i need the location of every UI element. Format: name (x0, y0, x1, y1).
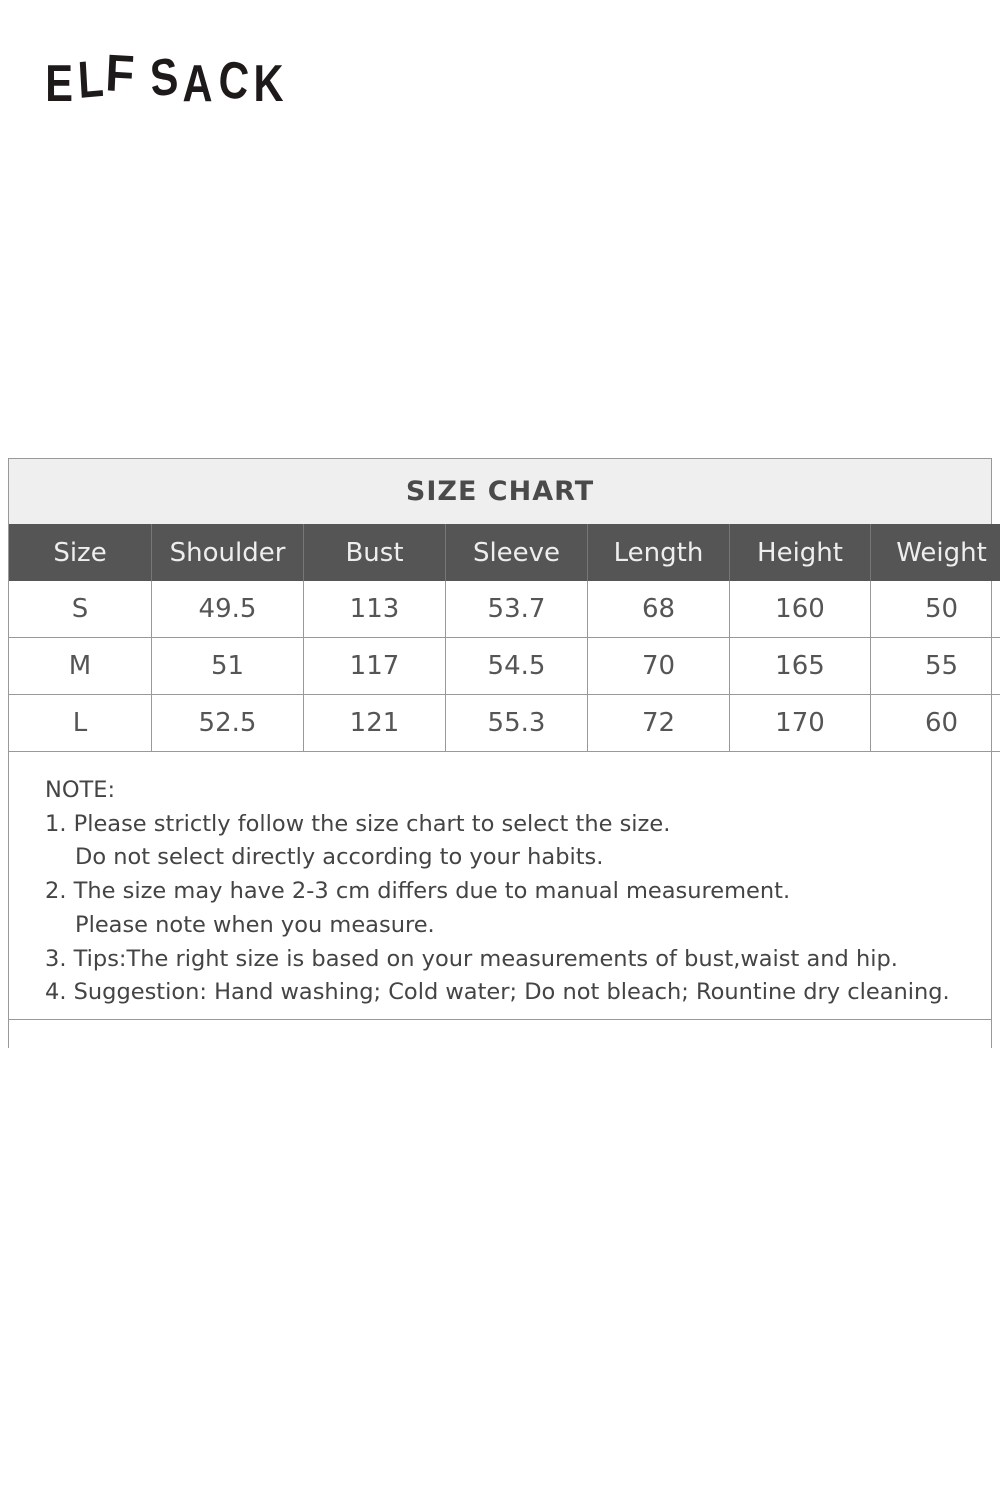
table-cell: 60 (870, 694, 1000, 752)
table-cell: 51 (151, 637, 304, 695)
table-cell: 72 (587, 694, 730, 752)
column-header: Size (9, 524, 152, 581)
note-line: 1. Please strictly follow the size chart… (45, 810, 671, 837)
note-line: Please note when you measure. (75, 911, 435, 938)
column-header: Shoulder (151, 524, 304, 581)
table-cell: M (9, 637, 152, 695)
table-cell: L (9, 694, 152, 752)
note-line: Do not select directly according to your… (75, 844, 604, 871)
column-header: Sleeve (445, 524, 588, 581)
notes-section: NOTE: 1. Please strictly follow the size… (9, 752, 991, 1020)
table-cell: 117 (303, 637, 446, 695)
table-cell: 113 (303, 581, 446, 638)
table-row: S 49.5 113 53.7 68 160 50 (9, 581, 1000, 638)
note-line: 4. Suggestion: Hand washing; Cold water;… (45, 979, 950, 1006)
table-cell: 53.7 (445, 581, 588, 638)
note-line: 3. Tips:The right size is based on your … (45, 945, 898, 972)
table-cell: 50 (870, 581, 1000, 638)
table-header-row: Size Shoulder Bust Sleeve Length Height Weight (9, 524, 1000, 581)
table-cell: 165 (729, 637, 871, 695)
size-chart-title: SIZE CHART (9, 459, 991, 524)
column-header: Length (587, 524, 730, 581)
column-header: Height (729, 524, 871, 581)
table-cell: 160 (729, 581, 871, 638)
table-cell: 121 (303, 694, 446, 752)
table-cell: S (9, 581, 152, 638)
column-header: Weight (870, 524, 1000, 581)
column-header: Bust (303, 524, 446, 581)
table-cell: 170 (729, 694, 871, 752)
table-cell: 55.3 (445, 694, 588, 752)
size-chart: SIZE CHART Size Shoulder Bust Sleeve Length H… (8, 458, 1000, 1048)
table-row: L 52.5 121 55.3 72 170 60 (9, 694, 1000, 752)
note-line: 2. The size may have 2-3 cm differs due … (45, 878, 791, 905)
size-table: Size Shoulder Bust Sleeve Length Height Weight… (9, 524, 1000, 752)
table-row: M 51 117 54.5 70 165 55 (9, 637, 1000, 695)
table-cell: 49.5 (151, 581, 304, 638)
notes-heading: NOTE: (45, 777, 116, 803)
table-cell: 54.5 (445, 637, 588, 695)
table-cell: 52.5 (151, 694, 304, 752)
table-cell: 68 (587, 581, 730, 638)
table-cell: 55 (870, 637, 1000, 695)
table-cell: 70 (587, 637, 730, 695)
